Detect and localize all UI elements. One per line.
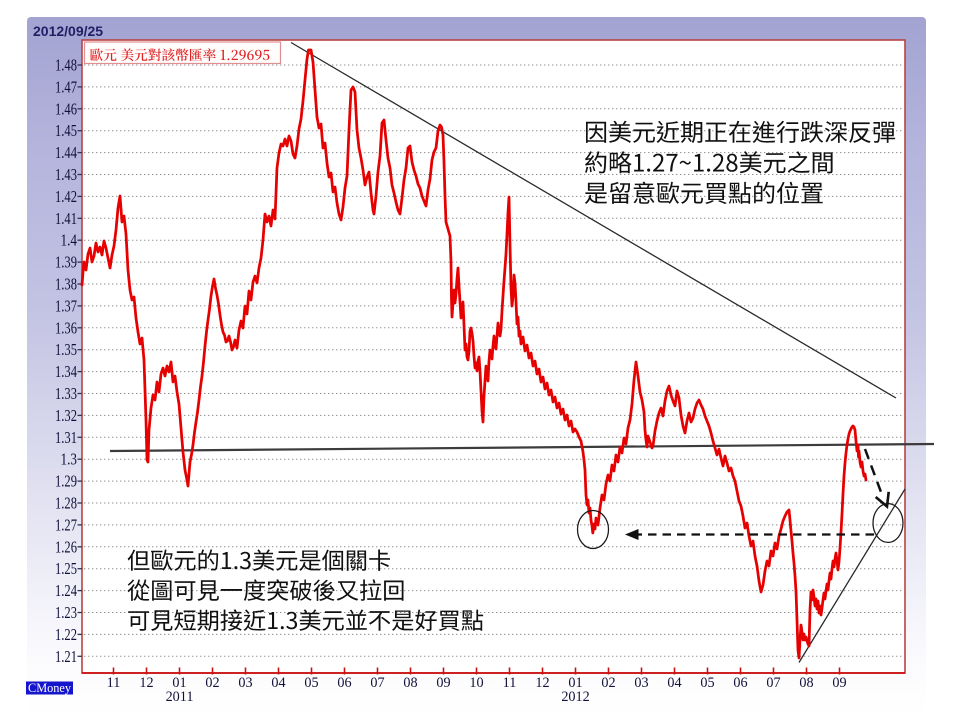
svg-text:06: 06 [337,675,351,691]
svg-text:06: 06 [733,675,747,691]
svg-text:04: 04 [667,675,681,691]
svg-text:12: 12 [535,675,549,691]
svg-text:08: 08 [799,675,813,691]
svg-text:1.33: 1.33 [55,384,77,403]
svg-text:03: 03 [634,675,648,691]
svg-text:09: 09 [832,675,846,691]
svg-text:07: 07 [370,675,384,691]
svg-text:1.28: 1.28 [55,494,77,513]
svg-text:05: 05 [304,675,318,691]
svg-text:1.36: 1.36 [55,318,77,337]
svg-text:01: 01 [172,675,186,691]
svg-text:1.23: 1.23 [55,603,77,622]
svg-text:10: 10 [469,675,483,691]
svg-text:1.3: 1.3 [61,450,78,469]
svg-text:04: 04 [271,675,285,691]
svg-text:1.37: 1.37 [55,296,77,315]
svg-text:05: 05 [700,675,714,691]
svg-text:1.43: 1.43 [55,165,77,184]
svg-text:1.38: 1.38 [55,275,77,294]
svg-text:1.39: 1.39 [55,253,77,272]
svg-text:2011: 2011 [166,689,194,705]
svg-text:1.34: 1.34 [55,362,77,381]
svg-text:09: 09 [436,675,450,691]
svg-text:02: 02 [205,675,219,691]
svg-text:1.25: 1.25 [55,559,77,578]
svg-text:07: 07 [766,675,780,691]
svg-text:1.31: 1.31 [55,428,77,447]
svg-text:08: 08 [403,675,417,691]
svg-text:1.41: 1.41 [55,209,77,228]
svg-text:1.29: 1.29 [55,472,77,491]
svg-text:1.42: 1.42 [55,187,77,206]
svg-text:03: 03 [238,675,252,691]
svg-text:1.22: 1.22 [55,625,77,644]
svg-text:1.48: 1.48 [55,56,77,75]
svg-text:1.35: 1.35 [55,340,77,359]
svg-text:1.44: 1.44 [55,143,77,162]
svg-text:1.21: 1.21 [55,647,77,666]
svg-text:2012/09/25: 2012/09/25 [33,23,103,39]
svg-text:1.46: 1.46 [55,99,77,118]
svg-text:11: 11 [503,675,517,691]
svg-text:1.45: 1.45 [55,121,77,140]
svg-text:02: 02 [601,675,615,691]
svg-text:1.24: 1.24 [55,581,77,600]
svg-text:1.32: 1.32 [55,406,77,425]
svg-text:1.27: 1.27 [55,515,77,534]
svg-text:11: 11 [107,675,121,691]
svg-text:01: 01 [568,675,582,691]
svg-text:1.47: 1.47 [55,77,77,96]
svg-text:12: 12 [139,675,153,691]
svg-text:CMoney: CMoney [28,681,72,695]
svg-text:2012: 2012 [561,689,589,705]
svg-text:1.4: 1.4 [61,231,78,250]
svg-text:1.26: 1.26 [55,537,77,556]
